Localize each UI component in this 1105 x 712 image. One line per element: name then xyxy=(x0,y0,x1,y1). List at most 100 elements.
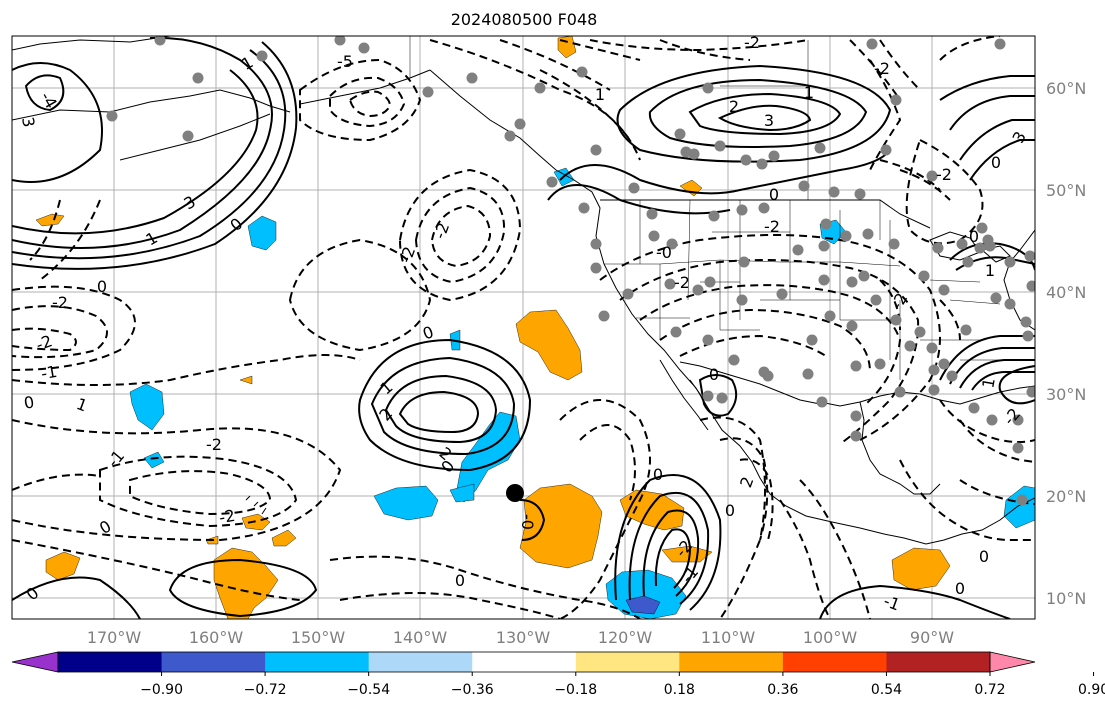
colorbar-segment xyxy=(782,652,887,672)
station-marker xyxy=(888,238,900,250)
longitude-label: 90°W xyxy=(910,628,954,647)
contour-label: -2 xyxy=(764,217,780,236)
station-marker xyxy=(776,288,788,300)
station-marker xyxy=(904,340,916,352)
station-marker xyxy=(598,310,610,322)
colorbar-extend-max xyxy=(989,651,1036,673)
contour-label: 0 xyxy=(455,571,465,590)
contour-label: -2 xyxy=(206,435,222,454)
contour-label: -2 xyxy=(936,165,952,184)
positive-contours xyxy=(12,36,1035,619)
positive-anomaly-region xyxy=(271,529,297,547)
contour-label: 3 xyxy=(18,115,38,128)
station-marker xyxy=(674,128,686,140)
station-marker xyxy=(990,292,1002,304)
station-marker xyxy=(576,66,588,78)
station-marker xyxy=(1022,330,1034,342)
station-marker xyxy=(628,182,640,194)
contour-label: 0 xyxy=(979,547,989,566)
station-marker xyxy=(590,144,602,156)
station-marker xyxy=(768,150,780,162)
colorbar-segment xyxy=(58,652,163,672)
longitude-label: 130°W xyxy=(496,628,551,647)
colorbar-tick-label: 0.90 xyxy=(1078,682,1105,698)
station-marker xyxy=(714,140,726,152)
station-marker xyxy=(358,42,370,54)
contour-label: 0 xyxy=(769,185,779,204)
positive-anomaly-region xyxy=(239,375,253,385)
station-marker xyxy=(702,82,714,94)
station-marker xyxy=(192,72,204,84)
station-marker xyxy=(850,360,862,372)
station-marker xyxy=(824,310,836,322)
colorbar-tick-label: −0.18 xyxy=(554,682,597,698)
station-marker xyxy=(504,130,516,142)
station-marker xyxy=(870,294,882,306)
positive-anomaly-region xyxy=(515,309,583,381)
map-panel: 3 -4 -5 3 1 0 -2 -2 0 -2 -2 -1 0 1 -1 -2… xyxy=(11,35,1036,620)
positive-anomaly-region xyxy=(619,489,685,531)
negative-anomaly-region xyxy=(1003,485,1035,529)
gulf-coastline xyxy=(819,385,1035,495)
station-marker xyxy=(828,186,840,198)
station-marker xyxy=(846,276,858,288)
station-marker xyxy=(816,396,828,408)
contour-label: 0 xyxy=(97,277,107,296)
station-marker xyxy=(182,130,194,142)
colorbar xyxy=(11,651,1036,673)
figure-title: 2024080500 F048 xyxy=(451,10,598,29)
station-marker xyxy=(422,86,434,98)
station-marker xyxy=(546,176,558,188)
negative-anomaly-region xyxy=(449,483,475,503)
station-marker xyxy=(702,334,714,346)
colorbar-segment xyxy=(368,652,473,672)
longitude-label: 170°W xyxy=(87,628,142,647)
station-marker xyxy=(926,170,938,182)
contour-label: 0 xyxy=(709,365,719,384)
alaska-coastline xyxy=(12,36,431,161)
contour-label: -2 xyxy=(218,506,237,527)
colorbar-extend-min xyxy=(11,651,59,673)
station-marker xyxy=(670,326,682,338)
station-marker xyxy=(846,320,858,332)
contour-label: 0 xyxy=(653,465,663,484)
station-marker xyxy=(736,204,748,216)
station-marker xyxy=(1012,414,1024,426)
positive-anomaly-region xyxy=(45,551,81,581)
colorbar-segment xyxy=(575,652,680,672)
contour-label: 0 xyxy=(22,392,35,412)
station-marker xyxy=(590,262,602,274)
station-marker xyxy=(986,414,998,426)
latitude-label: 60°N xyxy=(1046,79,1086,98)
station-marker xyxy=(708,210,720,222)
station-marker xyxy=(806,334,818,346)
colorbar-tick-label: 0.72 xyxy=(974,682,1005,698)
station-marker xyxy=(792,244,804,256)
latitude-label: 50°N xyxy=(1046,181,1086,200)
latitude-label: 10°N xyxy=(1046,589,1086,608)
station-marker xyxy=(928,384,940,396)
contour-label: 3 xyxy=(764,111,774,130)
negative-anomaly-region xyxy=(605,569,687,619)
station-marker xyxy=(918,270,930,282)
station-marker xyxy=(968,402,980,414)
station-marker xyxy=(946,370,958,382)
contour-label: -5 xyxy=(337,52,353,71)
station-marker xyxy=(820,218,832,230)
contour-label: -2 xyxy=(396,244,419,265)
station-marker xyxy=(982,234,994,246)
station-marker xyxy=(1026,280,1035,292)
station-marker xyxy=(840,230,852,242)
station-marker xyxy=(818,240,830,252)
positive-anomaly-region xyxy=(519,483,603,569)
hawaii-islands xyxy=(245,495,267,515)
station-marker xyxy=(514,118,526,130)
station-marker xyxy=(854,188,866,200)
colorbar-segment xyxy=(161,652,266,672)
station-marker xyxy=(862,228,874,240)
station-marker xyxy=(850,410,862,422)
station-marker xyxy=(106,110,118,122)
latitude-labels: 60°N 50°N 40°N 30°N 20°N 10°N xyxy=(1046,79,1086,608)
contour-label: -2 xyxy=(430,220,453,241)
contour-label: -1 xyxy=(881,591,902,614)
